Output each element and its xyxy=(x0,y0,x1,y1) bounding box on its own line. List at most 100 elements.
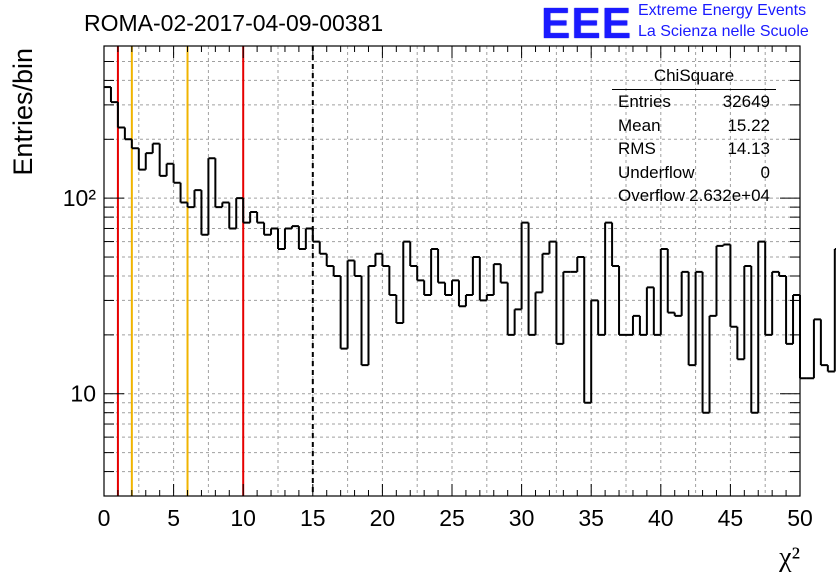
histogram-bin xyxy=(729,244,738,328)
histogram-bin xyxy=(631,314,640,335)
histogram-bin xyxy=(270,227,278,235)
histogram-bin xyxy=(743,264,752,360)
logo-caption-line1: Extreme Energy Events xyxy=(638,2,807,19)
histogram-bins xyxy=(104,86,836,414)
histogram-bin xyxy=(409,241,418,267)
histogram-bin xyxy=(430,247,439,295)
x-tick-label: 5 xyxy=(167,505,180,531)
stats-label: Overflow xyxy=(618,186,686,205)
histogram-bin xyxy=(381,253,390,267)
histogram-bin xyxy=(785,276,794,345)
x-tick-label: 30 xyxy=(509,505,535,531)
stats-label: RMS xyxy=(618,139,656,158)
x-tick-label: 50 xyxy=(787,505,813,531)
stats-title: ChiSquare xyxy=(612,66,776,90)
histogram-bin xyxy=(353,260,362,278)
histogram-bin xyxy=(673,312,682,317)
histogram-bin xyxy=(576,256,585,272)
x-tick-label: 45 xyxy=(718,505,744,531)
histogram-bin xyxy=(263,222,272,236)
stats-value: 32649 xyxy=(722,92,770,111)
histogram-bin xyxy=(799,294,807,380)
histogram-bin xyxy=(200,190,209,236)
histogram-bin xyxy=(318,241,327,255)
histogram-bin xyxy=(235,197,244,229)
stats-label: Mean xyxy=(618,115,661,135)
x-tick-label: 0 xyxy=(98,505,111,531)
histogram-bin xyxy=(694,270,703,366)
plot-title: ROMA-02-2017-04-09-00381 xyxy=(84,10,384,36)
histogram-bin xyxy=(597,300,606,336)
histogram-bin xyxy=(771,270,780,335)
histogram-bin xyxy=(757,240,766,413)
histogram-bin xyxy=(819,319,828,367)
histogram-bin xyxy=(485,293,494,301)
histogram-bin xyxy=(186,202,195,209)
histogram-bin xyxy=(701,271,710,414)
y-tick-label: 10² xyxy=(63,185,97,211)
histogram-bin xyxy=(638,315,647,336)
histogram-bin xyxy=(311,228,320,243)
histogram-bin xyxy=(492,263,501,295)
histogram-bin xyxy=(130,139,139,150)
histogram-bin xyxy=(527,222,536,336)
histogram-bin xyxy=(659,247,668,335)
histogram-bin xyxy=(193,189,202,208)
histogram-bin xyxy=(513,308,522,335)
stats-row: Entries 32649 xyxy=(612,90,776,114)
stats-value: 2.632e+04 xyxy=(689,186,770,205)
histogram-bin xyxy=(360,276,369,367)
histogram-bin xyxy=(583,257,592,404)
histogram-bin xyxy=(826,365,835,373)
histogram-bin xyxy=(562,270,571,344)
histogram-bin xyxy=(652,287,661,336)
histogram-bin xyxy=(666,248,675,314)
histogram-bin xyxy=(645,286,654,335)
histogram-bin xyxy=(416,265,425,282)
histogram-bin xyxy=(207,157,216,235)
histogram-bin xyxy=(444,282,452,296)
histogram-bin xyxy=(332,265,341,278)
histogram-bin xyxy=(812,318,821,379)
histogram-bin xyxy=(555,241,564,345)
histogram-bin xyxy=(499,264,508,284)
logo-caption-line2: La Scienza nelle Scuole xyxy=(638,23,809,40)
histogram-bin xyxy=(346,259,355,349)
histogram-bin xyxy=(395,294,404,325)
x-tick-label: 25 xyxy=(439,505,465,531)
histogram-bin xyxy=(165,162,174,176)
histogram-bin xyxy=(750,265,759,414)
histogram-bin xyxy=(520,221,529,310)
x-tick-label: 35 xyxy=(578,505,604,531)
histogram-bin xyxy=(179,182,188,204)
histogram-bin xyxy=(116,102,125,129)
histogram-bin xyxy=(541,252,550,293)
x-axis: 0 5 10 15 20 25 30 35 40 45 50 xyxy=(98,46,813,531)
histogram-bin xyxy=(604,221,613,335)
x-tick-label: 40 xyxy=(648,505,674,531)
histogram-bin xyxy=(402,240,411,324)
histogram-bin xyxy=(437,248,446,284)
x-axis-title: χ² xyxy=(778,542,800,572)
x-tick-label: 15 xyxy=(300,505,326,531)
histogram-bin xyxy=(367,264,376,366)
histogram-bin xyxy=(764,241,773,336)
stats-label: Underflow xyxy=(618,162,695,182)
stats-value: 15.22 xyxy=(727,115,770,135)
histogram-bin xyxy=(304,227,313,249)
histogram-bin xyxy=(256,211,265,224)
histogram-bin xyxy=(388,265,397,296)
histogram-bin xyxy=(534,291,543,335)
histogram-bin xyxy=(109,87,118,104)
histogram-bin xyxy=(137,148,146,171)
histogram-bin xyxy=(680,270,689,316)
histogram-bin xyxy=(457,280,466,308)
histogram-bin xyxy=(478,257,487,302)
histogram-bin xyxy=(722,243,731,246)
y-axis: 10 10² xyxy=(63,45,800,497)
histogram-bin xyxy=(548,240,557,254)
histogram-bin xyxy=(297,226,306,250)
y-axis-title: Entries/bin xyxy=(8,48,38,176)
histogram-bin xyxy=(277,228,285,250)
stats-row: Overflow 2.632e+04 xyxy=(612,184,776,208)
